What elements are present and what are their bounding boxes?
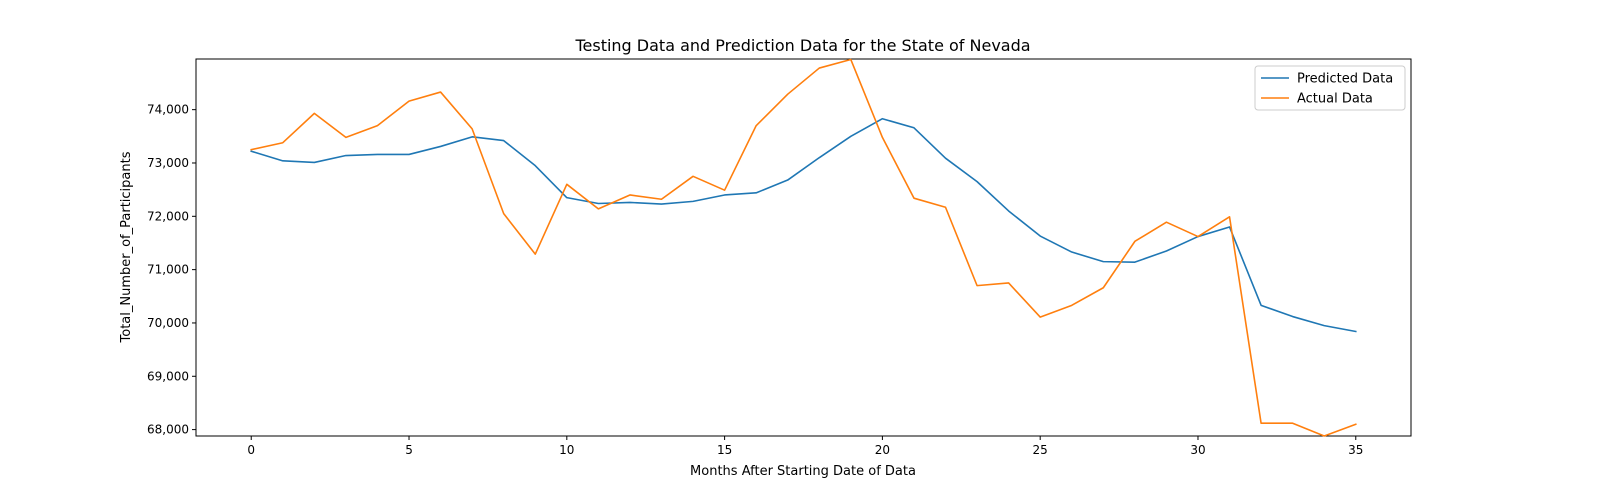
legend-box (1254, 65, 1406, 111)
x-tick-label: 35 (1348, 443, 1363, 457)
plot-area: 0 5 10 15 20 25 30 35 68,000 69,000 70,000 71,000 7… (147, 58, 1412, 457)
x-tick-label: 10 (559, 443, 574, 457)
x-tick-label: 0 (247, 443, 255, 457)
legend-label: Actual Data (1297, 92, 1373, 107)
x-tick-label: 15 (717, 443, 732, 457)
x-axis-label: Months After Starting Date of Data (690, 464, 916, 479)
x-tick-label: 25 (1033, 443, 1048, 457)
y-axis: 68,000 69,000 70,000 71,000 72,000 73,000 74,0… (147, 103, 196, 437)
legend-label: Predicted Data (1297, 72, 1393, 87)
y-tick-label: 74,000 (147, 103, 189, 117)
series-line-predicted (250, 117, 1357, 333)
series-layer (250, 58, 1357, 437)
legend: Predicted Data Actual Data (1254, 65, 1406, 111)
y-tick-label: 73,000 (147, 156, 189, 170)
x-tick-label: 20 (875, 443, 890, 457)
y-axis-label: Total_Number_of_Participants (119, 151, 134, 343)
x-axis: 0 5 10 15 20 25 30 35 (247, 436, 1363, 457)
x-tick-label: 5 (405, 443, 413, 457)
y-tick-label: 72,000 (147, 209, 189, 223)
y-tick-label: 71,000 (147, 263, 189, 277)
chart-title: Testing Data and Prediction Data for the… (574, 36, 1030, 55)
plot-frame (195, 58, 1412, 437)
y-tick-label: 70,000 (147, 316, 189, 330)
x-tick-label: 30 (1190, 443, 1205, 457)
y-tick-label: 69,000 (147, 369, 189, 383)
series-line-actual (250, 58, 1357, 437)
y-tick-label: 68,000 (147, 423, 189, 437)
